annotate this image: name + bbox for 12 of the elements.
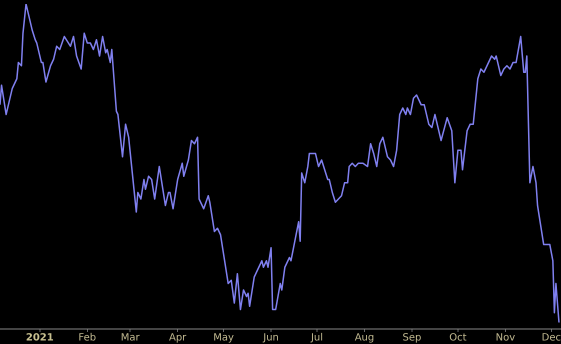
x-tick-label: Sep (402, 332, 422, 344)
x-tick-label: Apr (168, 332, 188, 344)
x-tick-label: Aug (354, 332, 374, 344)
x-tick-label: Mar (120, 332, 140, 344)
x-tick-label: Feb (78, 332, 96, 344)
x-tick-label: Jul (310, 332, 324, 344)
x-tick-label: Nov (496, 332, 516, 344)
x-tick-label: Jun (262, 332, 279, 344)
x-tick-label: 2021 (26, 332, 54, 344)
x-tick-label: Oct (449, 332, 467, 344)
x-tick-label: May (213, 332, 234, 344)
x-tick-label: Dec (542, 332, 561, 344)
